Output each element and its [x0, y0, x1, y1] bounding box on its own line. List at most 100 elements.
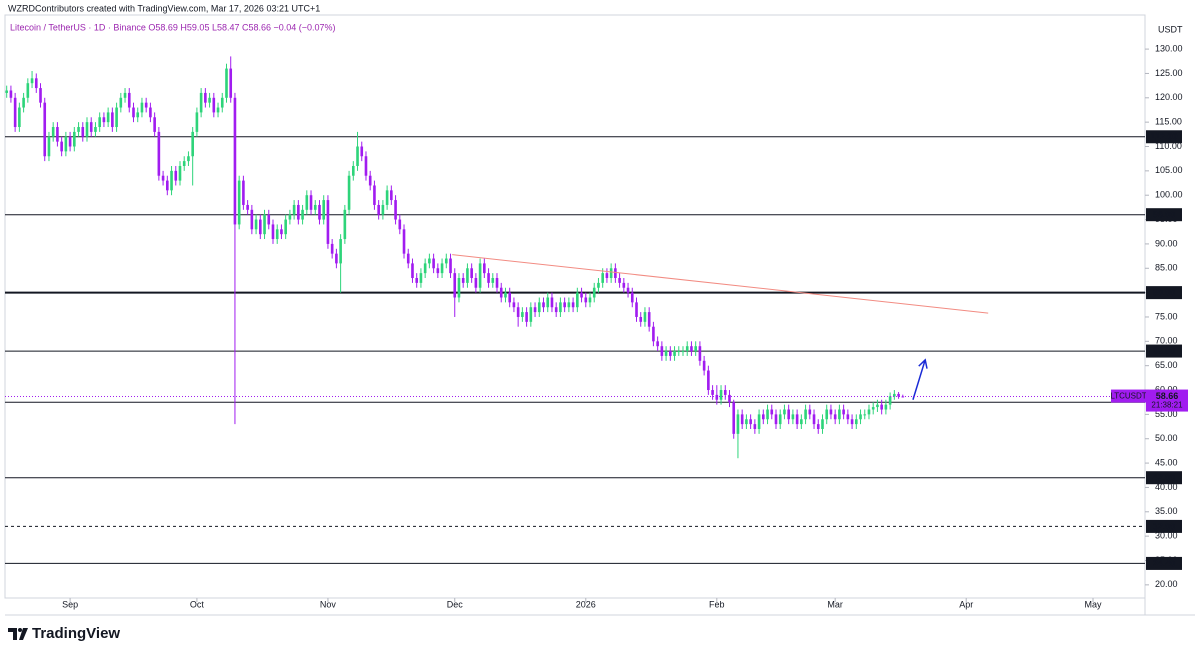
candle-body	[846, 414, 850, 420]
candle-body	[795, 414, 799, 425]
candle-body	[191, 131, 194, 157]
candle-body	[753, 424, 757, 429]
candle-body	[685, 346, 689, 352]
candle-body	[263, 214, 266, 235]
candle-body	[149, 107, 152, 118]
countdown-label: 21:38:21	[1151, 401, 1183, 410]
candle-body	[466, 268, 469, 283]
level-label-box	[1146, 519, 1182, 533]
candle-body	[453, 273, 457, 298]
candle-body	[309, 195, 313, 210]
candle-body	[690, 346, 693, 352]
candle-body	[816, 424, 820, 429]
candle-body	[64, 136, 68, 152]
candle-body	[546, 297, 550, 308]
candle-body	[136, 112, 140, 118]
candle-body	[351, 165, 355, 176]
candle-body	[161, 175, 165, 181]
y-tick-label: 130.00	[1155, 43, 1183, 53]
y-tick-label: 40.00	[1155, 482, 1178, 492]
level-label: 32.00	[1153, 521, 1176, 531]
candle-body	[111, 112, 114, 128]
candle-body	[838, 409, 841, 420]
candle-body	[237, 180, 241, 225]
candle-body	[745, 419, 748, 425]
candle-body	[711, 390, 714, 395]
x-tick-label: Feb	[709, 599, 725, 609]
candle-body	[174, 170, 178, 181]
y-tick-label: 20.00	[1155, 579, 1178, 589]
candle-body	[854, 419, 858, 425]
candle-body	[170, 170, 173, 191]
candle-body	[470, 268, 473, 279]
candle-body	[428, 258, 431, 264]
candle-body	[829, 409, 833, 415]
candle-body	[618, 278, 621, 283]
candle-body	[504, 292, 507, 298]
y-tick-label: 65.00	[1155, 360, 1178, 370]
candle-body	[26, 83, 30, 98]
candle-body	[60, 141, 63, 152]
candle-body	[280, 229, 283, 235]
candle-body	[567, 302, 571, 308]
candle-body	[639, 316, 643, 322]
candle-body	[94, 127, 97, 132]
candle-body	[757, 414, 761, 429]
candle-body	[863, 414, 867, 416]
y-tick-label: 35.00	[1155, 506, 1178, 516]
candle-body	[474, 278, 478, 288]
candle-body	[669, 351, 672, 356]
candle-body	[719, 390, 723, 400]
candle-body	[385, 190, 389, 205]
price-label: 58.66	[1156, 391, 1179, 401]
candle-body	[584, 297, 588, 303]
candle-body	[390, 190, 393, 201]
candle-body	[275, 229, 279, 240]
candle-body	[681, 351, 685, 353]
candle-body	[804, 409, 807, 420]
candle-body	[115, 107, 118, 128]
candle-body	[495, 278, 499, 288]
candle-body	[144, 102, 148, 108]
y-tick-label: 30.00	[1155, 531, 1178, 541]
candle-body	[106, 112, 110, 123]
candle-body	[698, 346, 702, 361]
candle-body	[347, 175, 351, 210]
candle-body	[208, 97, 211, 103]
candle-body	[356, 146, 359, 166]
level-label: 42.00	[1153, 473, 1176, 483]
candle-body	[521, 312, 524, 317]
candle-body	[702, 360, 706, 371]
candle-body	[491, 278, 495, 283]
candle-body	[258, 219, 262, 235]
candle-body	[871, 407, 875, 410]
candle-body	[660, 346, 664, 356]
candle-body	[305, 195, 309, 210]
legend: Litecoin / TetherUS · 1D · Binance O58.6…	[10, 22, 336, 32]
candle-body	[715, 394, 719, 400]
y-tick-label: 70.00	[1155, 336, 1178, 346]
candle-body	[368, 175, 372, 186]
candle-body	[821, 419, 824, 429]
candle-body	[766, 409, 769, 420]
candle-body	[301, 209, 304, 220]
candle-body	[178, 165, 182, 181]
candle-body	[415, 278, 419, 283]
candle-body	[783, 409, 786, 415]
candle-body	[867, 409, 871, 415]
candle-body	[436, 268, 440, 274]
candle-body	[876, 404, 879, 408]
candle-body	[313, 204, 317, 210]
candle-body	[626, 287, 630, 293]
candle-body	[377, 204, 380, 215]
y-tick-label: 85.00	[1155, 263, 1178, 273]
x-tick-label: 2026	[576, 599, 596, 609]
candle-body	[605, 273, 609, 279]
candle-body	[322, 200, 326, 220]
candle-body	[335, 253, 338, 264]
candle-body	[478, 263, 482, 288]
candle-body	[9, 90, 13, 98]
candle-body	[123, 92, 127, 98]
x-tick-label: Mar	[827, 599, 843, 609]
candle-body	[225, 68, 228, 98]
